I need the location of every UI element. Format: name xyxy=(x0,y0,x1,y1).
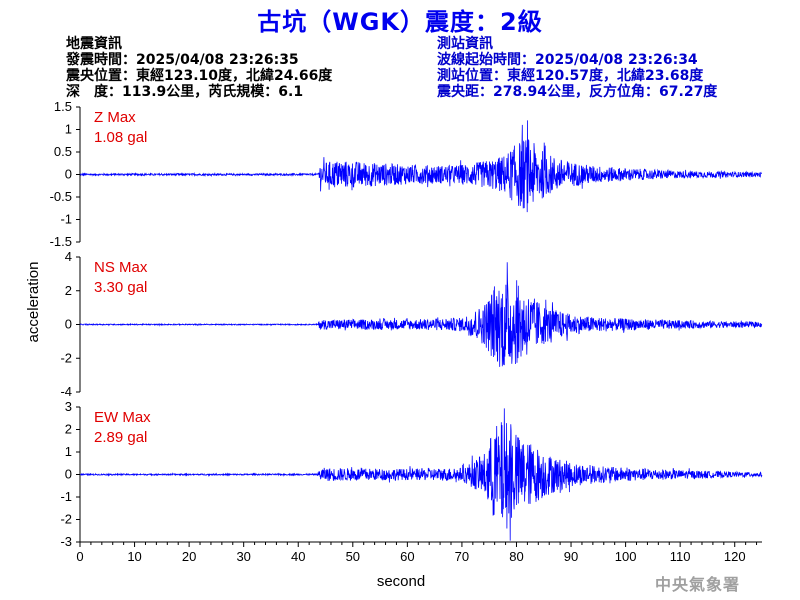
y-tick-label: -4 xyxy=(60,384,72,399)
station-location: 測站位置：東經120.57度，北緯23.68度 xyxy=(437,68,704,84)
epicentral-distance: 震央距：278.94公里，反方位角：67.27度 xyxy=(437,84,718,100)
y-tick-label: 2 xyxy=(65,283,72,298)
quake-location: 震央位置：東經123.10度，北緯24.66度 xyxy=(66,68,333,84)
wave-start-time: 波線起始時間：2025/04/08 23:26:34 xyxy=(437,52,698,68)
x-tick-label: 120 xyxy=(724,549,746,564)
x-tick-label: 10 xyxy=(127,549,141,564)
x-tick-label: 110 xyxy=(670,549,691,564)
max-label-ns: NS Max xyxy=(94,259,148,276)
y-tick-label: 1.5 xyxy=(54,99,72,114)
quake-info-block: 地震資訊 發震時間：2025/04/08 23:26:35 震央位置：東經123… xyxy=(66,36,332,100)
quake-time: 發震時間：2025/04/08 23:26:35 xyxy=(66,52,299,68)
max-value-ew: 2.89 gal xyxy=(94,429,147,446)
y-tick-label: -3 xyxy=(60,534,72,549)
trace-ns xyxy=(79,262,763,367)
x-tick-label: 0 xyxy=(76,549,83,564)
x-tick-label: 50 xyxy=(346,549,360,564)
max-value-z: 1.08 gal xyxy=(94,129,147,146)
x-tick-label: 30 xyxy=(236,549,250,564)
agency-label: 中央氣象署 xyxy=(655,575,741,594)
y-tick-label: 2 xyxy=(65,422,72,437)
y-tick-label: 0.5 xyxy=(54,144,72,159)
y-tick-label: 1 xyxy=(65,122,72,137)
max-label-z: Z Max xyxy=(94,109,136,126)
y-tick-label: -1 xyxy=(60,212,72,227)
y-tick-label: -2 xyxy=(60,350,72,365)
x-tick-label: 40 xyxy=(291,549,305,564)
max-value-ns: 3.30 gal xyxy=(94,279,147,296)
y-tick-label: 4 xyxy=(65,249,72,264)
quake-info-heading: 地震資訊 xyxy=(66,36,122,52)
y-tick-label: -0.5 xyxy=(50,189,72,204)
x-tick-label: 80 xyxy=(509,549,523,564)
y-tick-label: 0 xyxy=(65,167,72,182)
y-tick-label: 3 xyxy=(65,399,72,414)
x-tick-label: 100 xyxy=(615,549,637,564)
trace-z xyxy=(79,120,763,213)
x-tick-label: 20 xyxy=(182,549,196,564)
x-tick-label: 90 xyxy=(564,549,578,564)
y-tick-label: -2 xyxy=(60,512,72,527)
quake-depth-magnitude: 深 度：113.9公里，芮氏規模：6.1 xyxy=(66,84,304,100)
y-tick-label: 1 xyxy=(65,444,72,459)
station-info-heading: 測站資訊 xyxy=(437,36,493,52)
y-axis-title: acceleration xyxy=(25,262,42,343)
station-info-block: 測站資訊 波線起始時間：2025/04/08 23:26:34 測站位置：東經1… xyxy=(437,36,717,100)
page-title: 古坑（WGK）震度：2級 xyxy=(257,8,543,36)
y-tick-label: -1 xyxy=(60,489,72,504)
max-label-ew: EW Max xyxy=(94,409,151,426)
x-tick-label: 70 xyxy=(455,549,469,564)
x-axis-title: second xyxy=(377,573,425,590)
y-tick-label: 0 xyxy=(65,467,72,482)
y-tick-label: 0 xyxy=(65,317,72,332)
y-tick-label: -1.5 xyxy=(50,234,72,249)
x-tick-label: 60 xyxy=(400,549,414,564)
trace-ew xyxy=(79,408,763,541)
